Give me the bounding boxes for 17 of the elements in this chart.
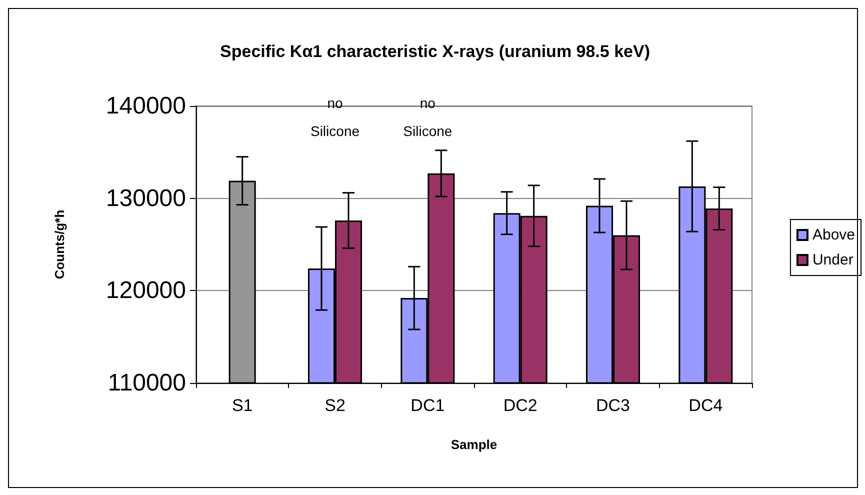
annotation: no Silicone <box>310 95 360 140</box>
x-tick-label: DC2 <box>503 396 538 415</box>
x-tick-label: DC4 <box>688 396 723 415</box>
y-axis-title: Counts/g*h <box>52 210 67 280</box>
chart-title: Specific Kα1 characteristic X-rays (uranium 98.5 keV) <box>220 42 650 61</box>
x-tick-label: DC3 <box>596 396 630 415</box>
annotation: no Silicone <box>403 95 452 140</box>
legend-label: Above <box>812 226 856 244</box>
y-tick-label: 110000 <box>108 370 186 396</box>
y-tick-label: 130000 <box>106 184 186 212</box>
y-tick-label: 120000 <box>106 277 186 304</box>
x-tick-label: DC1 <box>410 396 445 415</box>
x-axis-title: Sample <box>450 437 498 452</box>
y-tick-label: 140000 <box>106 92 186 120</box>
legend-label: Under <box>812 252 854 268</box>
x-tick-label: S2 <box>324 396 346 415</box>
x-tick-label: S1 <box>232 396 253 415</box>
